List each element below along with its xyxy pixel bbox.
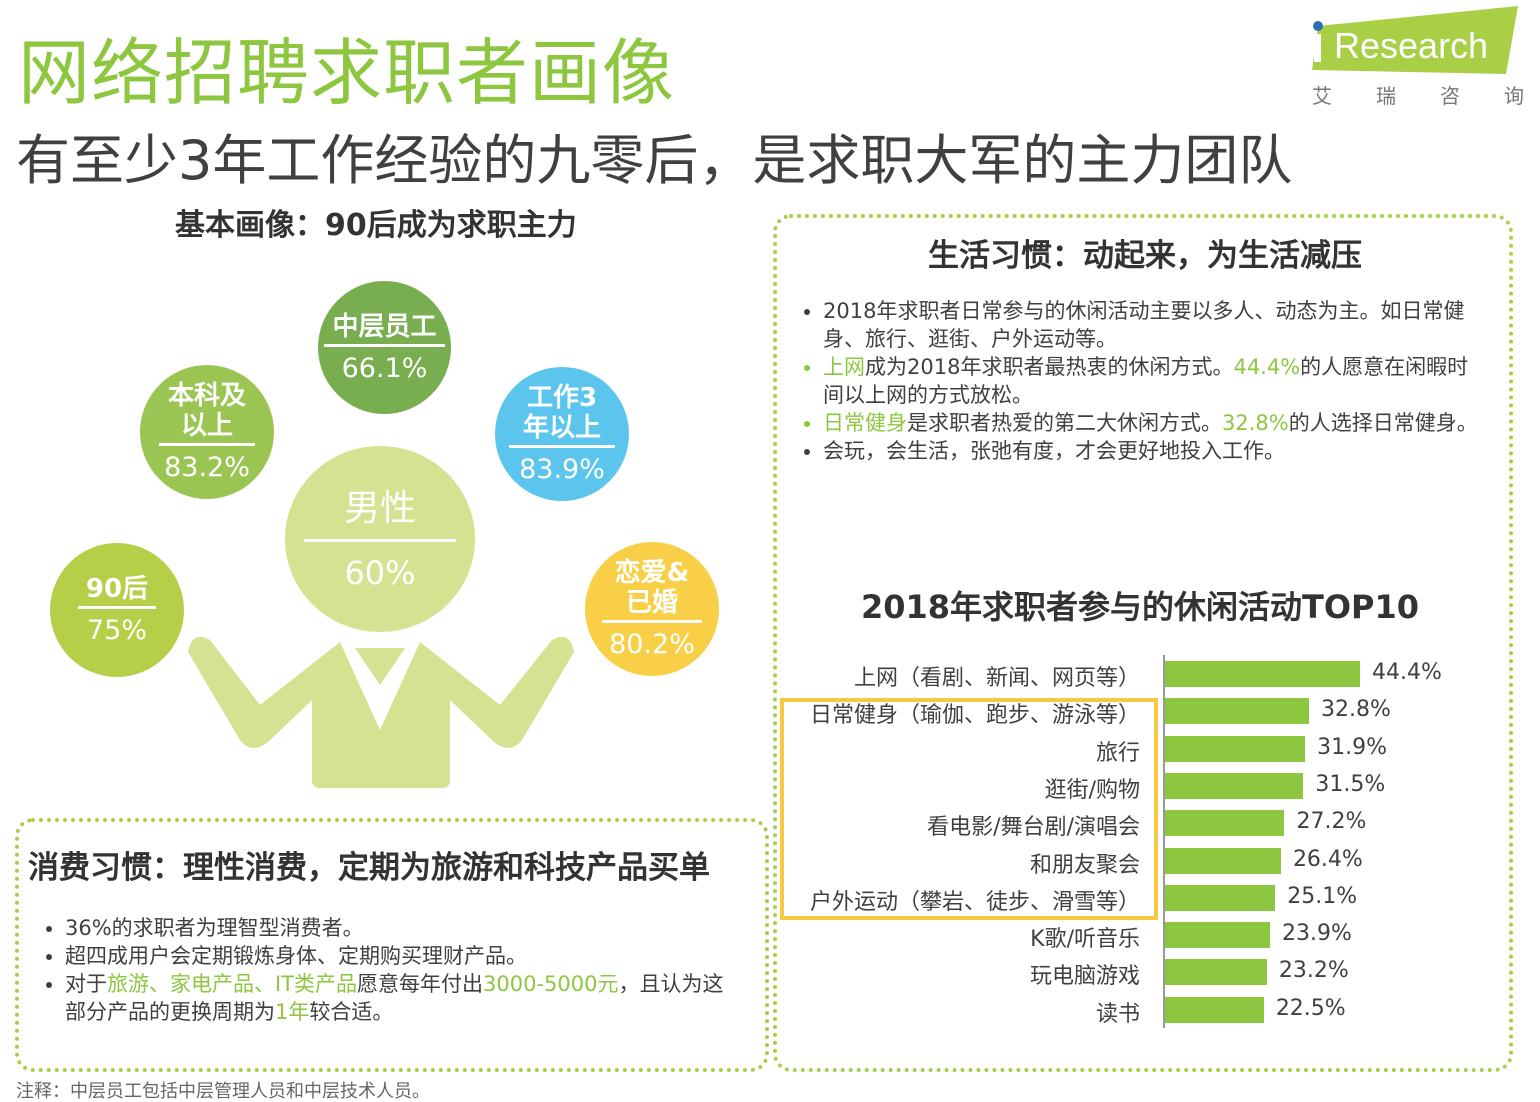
logo-char: 艾 [1312, 84, 1332, 108]
bar-category-label: 逛街/购物 [1044, 777, 1140, 803]
bullet: 超四成用户会定期锻炼身体、定期购买理财产品。 [65, 942, 735, 970]
bullet: 上网成为2018年求职者最热衷的休闲方式。44.4%的人愿意在闲暇时间以上网的方… [823, 353, 1483, 409]
logo-char: 瑞 [1376, 84, 1396, 108]
iresearch-logo: Research [1312, 6, 1518, 74]
bullet: 2018年求职者日常参与的休闲活动主要以多人、动态为主。如日常健身、旅行、逛街、… [823, 297, 1483, 353]
page-subtitle: 有至少3年工作经验的九零后，是求职大军的主力团队 [16, 129, 1293, 192]
bar-category-label: 上网（看剧、新闻、网页等） [853, 666, 1140, 691]
bullet: 日常健身是求职者热爱的第二大休闲方式。32.8%的人选择日常健身。 [823, 409, 1483, 437]
chart-axis [1163, 655, 1165, 1028]
bar [1165, 772, 1304, 799]
bullet-text: 对于 [65, 972, 107, 996]
bar-category-label: 玩电脑游戏 [1029, 964, 1140, 990]
highlight-box [780, 698, 1158, 920]
circle-label: 90后 [77, 574, 157, 609]
bar-value-label: 44.4% [1372, 660, 1442, 685]
circle-value: 83.9% [519, 454, 605, 485]
basic-profile-title: 基本画像：90后成为求职主力 [175, 208, 577, 243]
bar [1165, 847, 1281, 874]
circle-bachelor: 本科及以上 83.2% [140, 365, 274, 499]
circle-label: 中层员工 [324, 312, 445, 347]
bar-value-label: 31.9% [1317, 734, 1387, 760]
bar-value-label: 27.2% [1296, 809, 1367, 835]
bar-category-label: 日常健身（瑜伽、跑步、游泳等） [809, 703, 1140, 729]
highlight: 旅游、家电产品、IT类产品 [107, 972, 358, 996]
person-body-icon [188, 636, 574, 788]
bullet-text: 是求职者热爱的第二大休闲方式。 [907, 411, 1222, 435]
highlight: 日常健身 [823, 411, 907, 435]
bar-category-label: K歌/听音乐 [1030, 927, 1140, 953]
logo-chinese: 艾 瑞 咨 询 [1312, 80, 1524, 109]
consumption-panel [15, 818, 769, 1072]
bar [1165, 959, 1267, 986]
circle-label: 工作3年以上 [509, 383, 615, 448]
bullet-text: 成为2018年求职者最热衷的休闲方式。 [865, 355, 1234, 379]
bullet-text: 36%的求职者为理智型消费者。 [65, 916, 364, 940]
circle-label: 恋爱&已婚 [602, 558, 702, 623]
page-title: 网络招聘求职者画像 [18, 31, 676, 115]
bar [1165, 922, 1270, 949]
bullet: 36%的求职者为理智型消费者。 [65, 914, 735, 942]
bar [1165, 698, 1310, 725]
bullet-text: 的人选择日常健身。 [1288, 411, 1478, 435]
bar [1165, 884, 1276, 911]
bullet-text: 会玩，会生活，张弛有度，才会更好地投入工作。 [823, 439, 1285, 463]
bar-value-label: 31.5% [1315, 771, 1386, 797]
bullet: 对于旅游、家电产品、IT类产品愿意每年付出3000-5000元，且认为这部分产品… [65, 970, 735, 1026]
bullet-text: 超四成用户会定期锻炼身体、定期购买理财产品。 [65, 944, 527, 968]
circle-relationship-married: 恋爱&已婚 80.2% [585, 542, 719, 676]
bar-value-label: 22.5% [1275, 995, 1346, 1021]
bar-category-label: 旅行 [1095, 740, 1140, 766]
life-habits-panel [773, 214, 1513, 1072]
bar-value-label: 23.9% [1281, 921, 1352, 947]
bar [1165, 810, 1285, 837]
bar [1165, 996, 1264, 1023]
bar-value-label: 26.4% [1292, 846, 1363, 872]
svg-text:Research: Research [1334, 25, 1488, 66]
circle-value: 60% [344, 553, 416, 592]
bullet-text: ，且认为这部分产品的更换周期为 [65, 972, 724, 1024]
bullet-text: 愿意每年付出 [357, 972, 484, 996]
chart-title: 2018年求职者参与的休闲活动TOP10 [860, 588, 1420, 626]
circle-post-90s: 90后 75% [50, 543, 184, 677]
bar-category-label: 和朋友聚会 [1029, 852, 1140, 878]
bar [1165, 735, 1306, 762]
circle-value: 75% [86, 615, 147, 646]
circle-3yr-experience: 工作3年以上 83.9% [495, 367, 629, 501]
life-habits-title: 生活习惯：动起来，为生活减压 [928, 238, 1362, 274]
highlight: 上网 [823, 355, 865, 379]
logo-char: 询 [1504, 84, 1524, 108]
bar-category-label: 看电影/舞台剧/演唱会 [927, 815, 1140, 841]
footnote: 注释：中层员工包括中层管理人员和中层技术人员。 [16, 1081, 430, 1102]
bar-category-label: 读书 [1095, 1001, 1140, 1027]
circle-male-head: 男性 60% [285, 446, 475, 632]
bullet-text: 2018年求职者日常参与的休闲活动主要以多人、动态为主。如日常健身、旅行、逛街、… [823, 299, 1465, 351]
circle-label: 本科及以上 [159, 381, 255, 446]
highlight: 32.8% [1222, 411, 1289, 435]
highlight: 1年 [275, 1000, 310, 1024]
bar [1165, 661, 1360, 687]
highlight: 3000-5000元 [483, 972, 619, 996]
logo-char: 咨 [1440, 84, 1460, 108]
circle-value: 66.1% [341, 352, 428, 384]
bar-value-label: 32.8% [1321, 697, 1391, 723]
bullet-text: 较合适。 [309, 1000, 394, 1024]
bar-value-label: 25.1% [1287, 883, 1358, 909]
circle-value: 80.2% [609, 629, 695, 660]
life-habits-bullets: 2018年求职者日常参与的休闲活动主要以多人、动态为主。如日常健身、旅行、逛街、… [793, 297, 1483, 465]
bullet-text: 的人愿意在闲暇时间以上网的方式放松。 [823, 355, 1469, 407]
bullet: 会玩，会生活，张弛有度，才会更好地投入工作。 [823, 437, 1483, 465]
highlight: 44.4% [1233, 355, 1301, 379]
circle-label: 男性 [303, 487, 456, 542]
bar-category-label: 户外运动（攀岩、徒步、滑雪等） [809, 889, 1140, 915]
circle-value: 83.2% [164, 452, 250, 483]
bar-value-label: 23.2% [1278, 958, 1349, 984]
circle-mid-level-staff: 中层员工 66.1% [318, 281, 451, 414]
consumption-title: 消费习惯：理性消费，定期为旅游和科技产品买单 [28, 850, 710, 886]
consumption-bullets: 36%的求职者为理智型消费者。 超四成用户会定期锻炼身体、定期购买理财产品。 对… [35, 914, 735, 1026]
